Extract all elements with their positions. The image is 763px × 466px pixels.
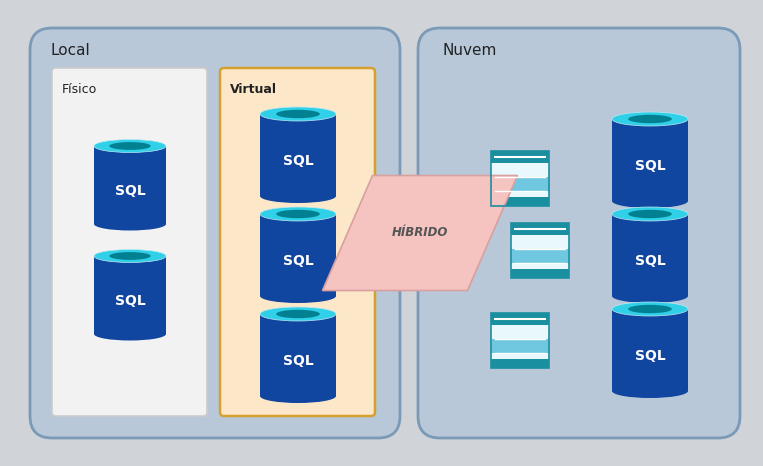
Polygon shape	[491, 353, 549, 368]
Ellipse shape	[612, 302, 688, 316]
Text: HÍBRIDO: HÍBRIDO	[392, 226, 448, 240]
Ellipse shape	[628, 305, 672, 313]
Text: SQL: SQL	[635, 349, 665, 363]
Polygon shape	[260, 314, 336, 396]
Polygon shape	[491, 313, 549, 325]
Polygon shape	[511, 269, 569, 277]
Ellipse shape	[612, 289, 688, 303]
Ellipse shape	[276, 110, 320, 118]
Text: Nuvem: Nuvem	[442, 43, 497, 58]
Ellipse shape	[94, 249, 166, 262]
Polygon shape	[260, 114, 336, 196]
Polygon shape	[491, 191, 549, 206]
Ellipse shape	[612, 384, 688, 398]
Ellipse shape	[260, 189, 336, 203]
Text: Local: Local	[50, 43, 90, 58]
FancyBboxPatch shape	[52, 68, 207, 416]
Ellipse shape	[628, 115, 672, 123]
Polygon shape	[491, 163, 549, 177]
Ellipse shape	[260, 307, 336, 321]
Polygon shape	[323, 176, 517, 290]
Polygon shape	[511, 234, 569, 249]
Text: SQL: SQL	[114, 294, 146, 308]
Ellipse shape	[260, 389, 336, 403]
Ellipse shape	[612, 194, 688, 208]
Polygon shape	[491, 197, 549, 206]
Ellipse shape	[628, 210, 672, 218]
FancyBboxPatch shape	[30, 28, 400, 438]
Polygon shape	[612, 309, 688, 391]
Text: SQL: SQL	[282, 354, 314, 368]
Polygon shape	[94, 256, 166, 334]
Polygon shape	[491, 151, 549, 163]
Ellipse shape	[276, 310, 320, 318]
Polygon shape	[511, 249, 569, 263]
Text: SQL: SQL	[635, 159, 665, 173]
Ellipse shape	[612, 207, 688, 221]
Polygon shape	[491, 325, 549, 339]
Ellipse shape	[94, 218, 166, 231]
Ellipse shape	[276, 210, 320, 218]
Polygon shape	[511, 234, 569, 270]
Ellipse shape	[94, 139, 166, 152]
Text: SQL: SQL	[282, 254, 314, 268]
Ellipse shape	[260, 207, 336, 221]
Ellipse shape	[260, 289, 336, 303]
Polygon shape	[612, 119, 688, 201]
Polygon shape	[260, 214, 336, 296]
Ellipse shape	[260, 107, 336, 121]
FancyBboxPatch shape	[220, 68, 375, 416]
Ellipse shape	[94, 328, 166, 341]
Ellipse shape	[109, 252, 151, 260]
Polygon shape	[491, 325, 549, 360]
Text: Virtual: Virtual	[230, 83, 277, 96]
FancyBboxPatch shape	[418, 28, 740, 438]
Polygon shape	[491, 177, 549, 191]
Text: Físico: Físico	[62, 83, 97, 96]
Polygon shape	[491, 359, 549, 368]
Polygon shape	[511, 222, 569, 234]
Polygon shape	[612, 214, 688, 296]
Polygon shape	[491, 339, 549, 353]
Polygon shape	[511, 263, 569, 277]
Polygon shape	[491, 163, 549, 198]
Text: SQL: SQL	[114, 184, 146, 198]
Polygon shape	[94, 146, 166, 224]
Text: SQL: SQL	[282, 154, 314, 168]
Ellipse shape	[612, 112, 688, 126]
Ellipse shape	[109, 142, 151, 150]
Text: SQL: SQL	[635, 254, 665, 268]
